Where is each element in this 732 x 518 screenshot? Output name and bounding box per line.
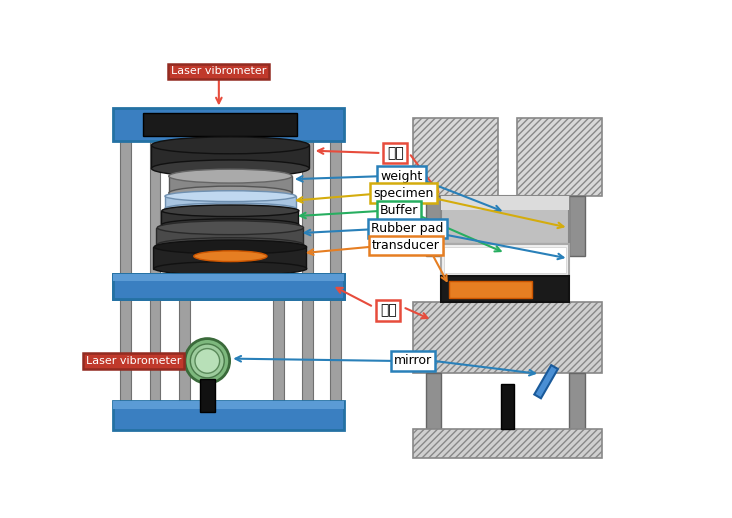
Ellipse shape — [152, 160, 310, 177]
Bar — [444, 247, 566, 273]
Bar — [113, 401, 343, 409]
Bar — [200, 379, 215, 412]
Bar — [426, 373, 441, 429]
Bar — [569, 196, 585, 256]
Bar — [413, 429, 602, 458]
Bar — [113, 401, 343, 430]
Ellipse shape — [169, 186, 292, 200]
Ellipse shape — [165, 191, 296, 202]
Bar — [441, 244, 569, 276]
Bar — [143, 113, 297, 136]
Bar — [330, 141, 341, 401]
Bar — [169, 176, 292, 193]
Text: weight: weight — [380, 169, 422, 183]
Bar — [120, 141, 131, 401]
Bar — [157, 228, 303, 244]
Bar — [441, 196, 569, 244]
Text: specimen: specimen — [373, 186, 434, 199]
Bar — [113, 274, 343, 298]
Bar — [113, 108, 343, 141]
Bar — [517, 118, 602, 196]
Bar — [154, 247, 306, 268]
Bar — [302, 141, 313, 401]
Polygon shape — [534, 365, 558, 398]
Bar — [441, 276, 569, 303]
Text: Laser vibrometer: Laser vibrometer — [171, 66, 266, 76]
Bar — [413, 303, 602, 373]
Ellipse shape — [154, 262, 307, 276]
Bar — [569, 373, 585, 429]
Ellipse shape — [194, 251, 267, 262]
Ellipse shape — [190, 344, 224, 378]
Ellipse shape — [157, 238, 304, 252]
Bar — [441, 196, 569, 210]
Bar — [149, 141, 160, 401]
Bar — [273, 141, 283, 401]
Bar — [426, 196, 441, 256]
Bar — [413, 118, 498, 196]
Ellipse shape — [154, 240, 307, 254]
Ellipse shape — [157, 221, 304, 235]
Bar — [161, 211, 298, 225]
Text: Laser vibrometer: Laser vibrometer — [86, 356, 181, 366]
Ellipse shape — [185, 339, 230, 383]
Ellipse shape — [152, 137, 310, 154]
Ellipse shape — [162, 205, 299, 217]
Text: 윗판: 윗판 — [386, 146, 403, 160]
Text: 밑판: 밑판 — [380, 303, 397, 317]
Ellipse shape — [195, 349, 220, 373]
Text: transducer: transducer — [372, 239, 440, 252]
Bar — [113, 274, 343, 281]
Bar — [113, 274, 343, 298]
Ellipse shape — [165, 203, 296, 214]
Bar — [165, 196, 296, 208]
Ellipse shape — [169, 169, 292, 183]
Bar — [501, 384, 514, 429]
Bar — [151, 146, 309, 168]
Bar — [449, 281, 532, 298]
Bar — [113, 274, 343, 281]
Bar — [179, 141, 190, 401]
Text: Rubber pad: Rubber pad — [371, 222, 444, 235]
Ellipse shape — [162, 219, 299, 231]
Text: mirror: mirror — [394, 354, 432, 367]
Text: Buffer: Buffer — [380, 204, 418, 217]
